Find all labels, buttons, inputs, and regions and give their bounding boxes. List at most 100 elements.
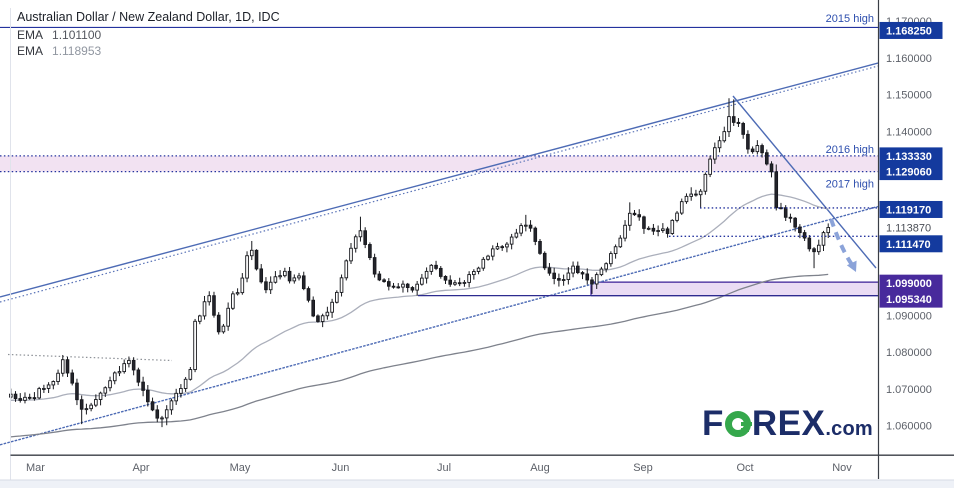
candle-up [514, 232, 519, 238]
candle-down [150, 401, 155, 411]
candle-up [476, 267, 481, 272]
high-year-label: 2015 high [826, 13, 874, 25]
candle-down [387, 281, 391, 287]
candle-down [405, 283, 410, 289]
candle-up [486, 255, 490, 260]
candle-up [46, 384, 51, 389]
candle-down [448, 279, 453, 285]
projection-arrowhead-icon [846, 260, 857, 272]
candle-up [717, 140, 722, 149]
candle-up [599, 268, 604, 276]
candle-up [60, 359, 65, 374]
candle-up [226, 307, 230, 327]
time-axis-labels[interactable]: Mar Apr May Jun Jul Aug Sep Oct Nov [26, 462, 852, 474]
candle-down [363, 230, 367, 245]
candle-up [826, 227, 831, 234]
candle-down [552, 272, 556, 279]
price-tick-label: 1.140000 [886, 126, 932, 138]
candle-up [240, 277, 245, 294]
candle-up [179, 388, 183, 394]
candle-up [112, 372, 117, 382]
candle-up [401, 283, 405, 288]
month-label: Jul [437, 462, 451, 474]
candle-down [788, 216, 793, 219]
candle-up [37, 388, 41, 399]
breakdown-line[interactable] [732, 95, 877, 269]
zone-2016-high [0, 155, 878, 172]
candle-down [301, 275, 306, 290]
candle-up [467, 274, 471, 283]
candle-down [665, 228, 670, 234]
ema-slow-line[interactable] [10, 273, 829, 438]
candle-up [320, 315, 325, 322]
price-level-badge [879, 21, 943, 39]
candle-up [420, 277, 424, 285]
candle-up [174, 392, 178, 402]
candle-down [155, 409, 160, 419]
candle-down [75, 382, 79, 401]
candle-up [183, 378, 188, 389]
candle-up [519, 225, 523, 234]
channel-top-dotted[interactable] [0, 65, 878, 303]
candle-down [557, 278, 561, 281]
candles-layer [8, 98, 831, 428]
candle-up [627, 212, 632, 226]
candle-down [580, 272, 585, 275]
candle-up [268, 281, 273, 291]
candle-down [547, 267, 552, 274]
candle-up [325, 311, 330, 317]
candle-up [424, 270, 429, 279]
price-level-badge [879, 235, 943, 253]
candle-down [457, 282, 462, 285]
candle-down [632, 212, 637, 216]
candle-up [462, 281, 467, 284]
candle-down [443, 275, 448, 281]
candle-up [703, 173, 708, 192]
candle-up [816, 244, 821, 253]
candle-down [542, 252, 547, 269]
candle-up [103, 387, 108, 394]
candle-up [297, 275, 301, 279]
high-year-label: 2017 high [826, 179, 874, 191]
candle-down [576, 265, 580, 274]
candle-up [755, 145, 760, 153]
candle-down [807, 237, 812, 250]
candle-down [802, 232, 807, 239]
channel-bottom[interactable] [0, 205, 878, 446]
candle-up [278, 275, 282, 278]
candle-up [23, 396, 27, 401]
candle-up [571, 265, 575, 274]
candle-up [698, 190, 703, 196]
candle-up [623, 224, 627, 239]
annotation-labels-layer: 2015 high 2016 high 2017 high [826, 13, 874, 191]
candle-up [604, 263, 608, 270]
candle-down [741, 123, 745, 135]
month-label: Apr [132, 462, 149, 474]
price-level-badge [879, 147, 943, 165]
candle-down [306, 288, 311, 301]
price-level-badge-label: 1.129060 [886, 167, 932, 179]
candle-up [481, 258, 486, 269]
candle-down [736, 121, 741, 124]
candle-up [453, 282, 457, 285]
month-label: Aug [530, 462, 550, 474]
march-highs-dotted[interactable] [7, 353, 173, 362]
candle-down [750, 148, 755, 153]
candle-up [231, 293, 235, 309]
candle-down [798, 226, 802, 234]
price-level-badge [879, 274, 943, 292]
price-axis-labels[interactable]: 1.1700001.1600001.1500001.1400001.090000… [879, 16, 943, 433]
candle-up [292, 277, 297, 282]
candle-up [221, 325, 226, 333]
channel-top[interactable] [0, 62, 878, 298]
candle-down [79, 399, 84, 410]
candle-up [566, 272, 571, 280]
price-level-badge-label: 1.099000 [886, 278, 932, 290]
candle-up [127, 359, 131, 365]
candle-down [769, 163, 774, 173]
projection-arrow[interactable] [829, 218, 856, 268]
candle-down [368, 244, 372, 259]
price-tick-label: 1.070000 [886, 384, 932, 396]
